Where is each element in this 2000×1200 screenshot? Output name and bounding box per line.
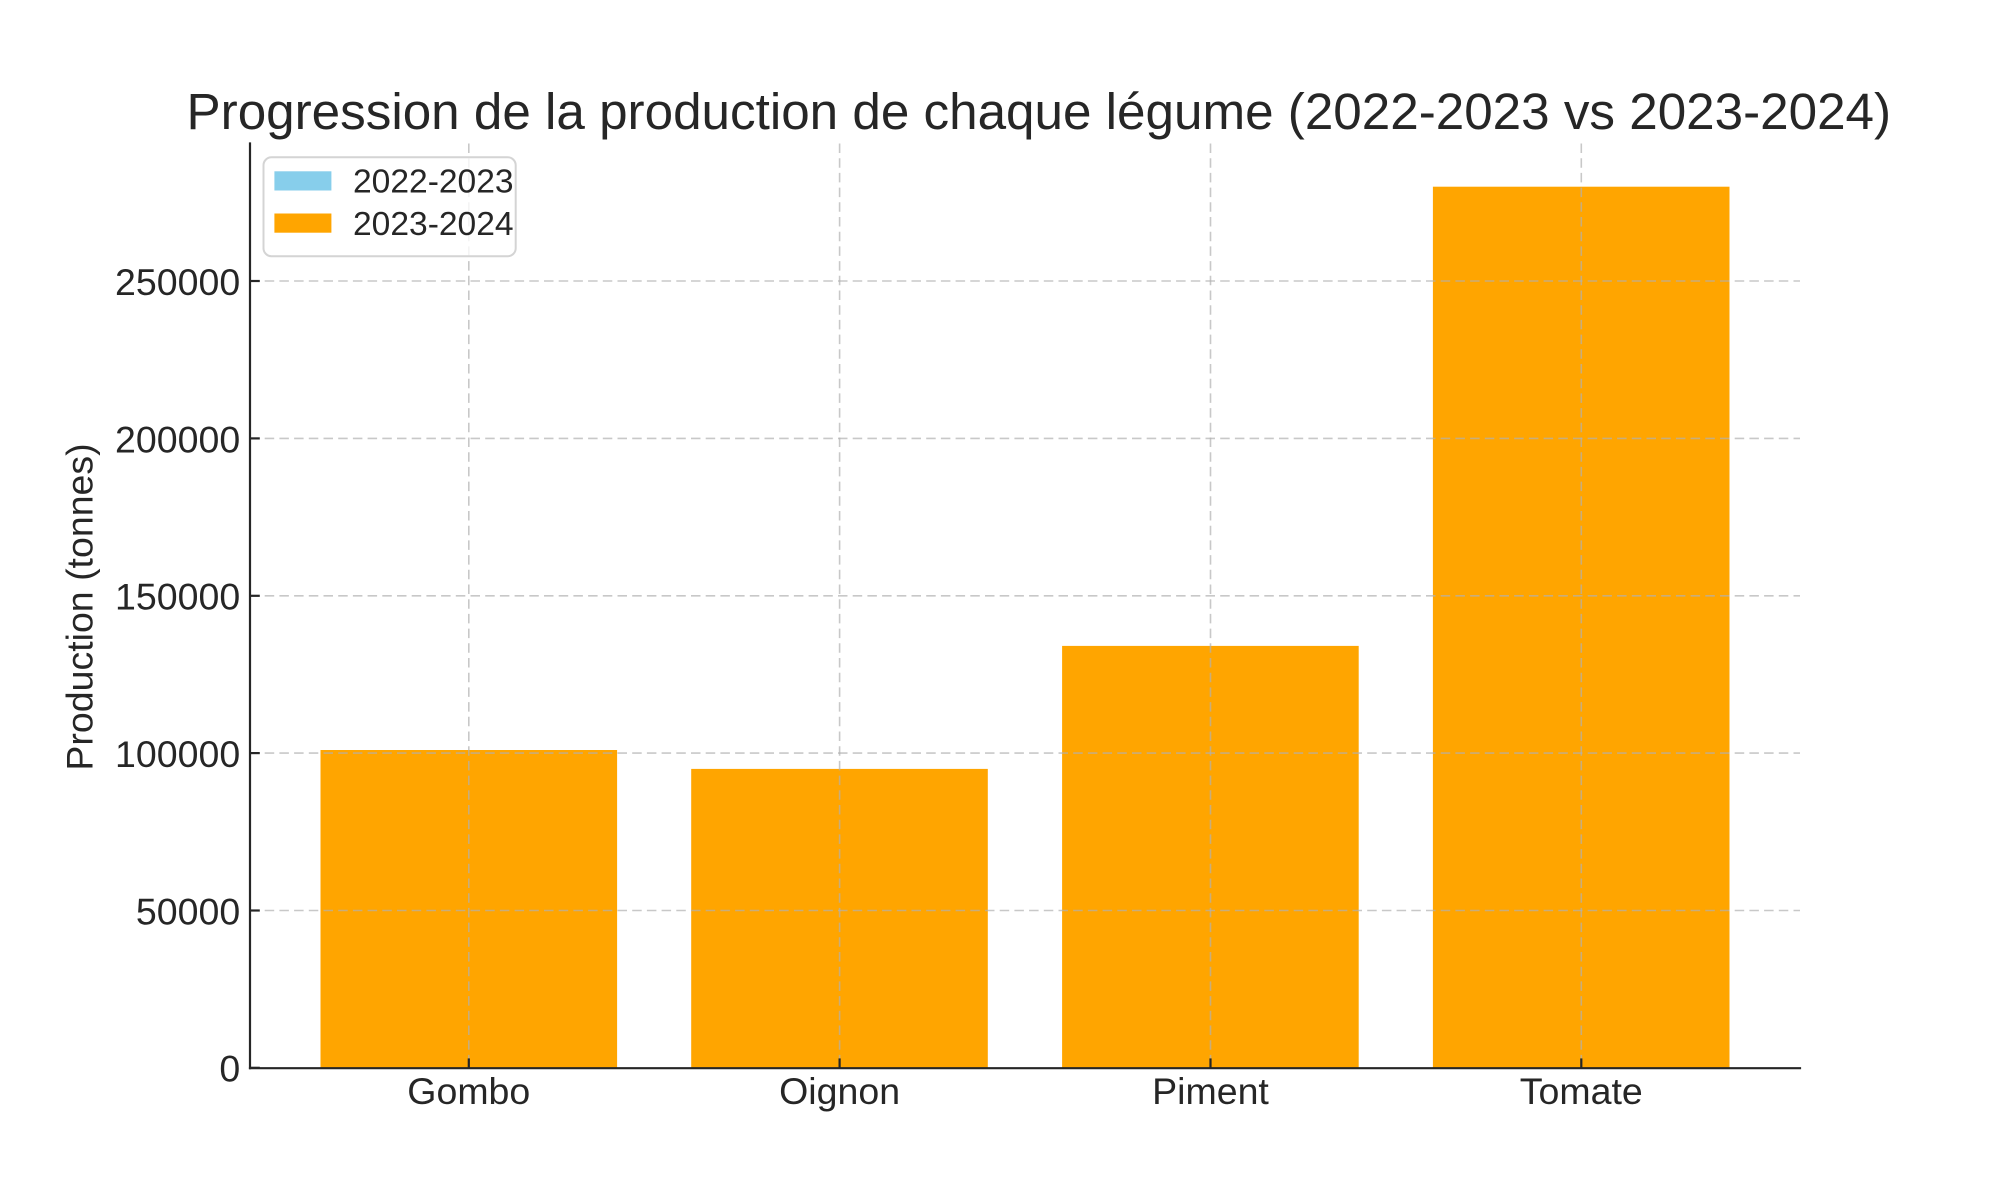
svg-text:Oignon: Oignon: [779, 1070, 900, 1112]
svg-text:250000: 250000: [115, 261, 240, 303]
svg-text:Production (tonnes): Production (tonnes): [59, 443, 101, 770]
svg-text:150000: 150000: [115, 576, 240, 618]
svg-text:Progression de la production d: Progression de la production de chaque l…: [187, 83, 1892, 140]
svg-text:2023-2024: 2023-2024: [353, 206, 514, 243]
svg-text:100000: 100000: [115, 733, 240, 775]
svg-text:200000: 200000: [115, 418, 240, 460]
svg-text:Tomate: Tomate: [1520, 1070, 1643, 1112]
svg-text:50000: 50000: [136, 890, 240, 932]
svg-text:2022-2023: 2022-2023: [353, 164, 514, 201]
svg-text:Piment: Piment: [1152, 1070, 1269, 1112]
svg-text:Gombo: Gombo: [407, 1070, 530, 1112]
svg-text:0: 0: [219, 1048, 240, 1090]
